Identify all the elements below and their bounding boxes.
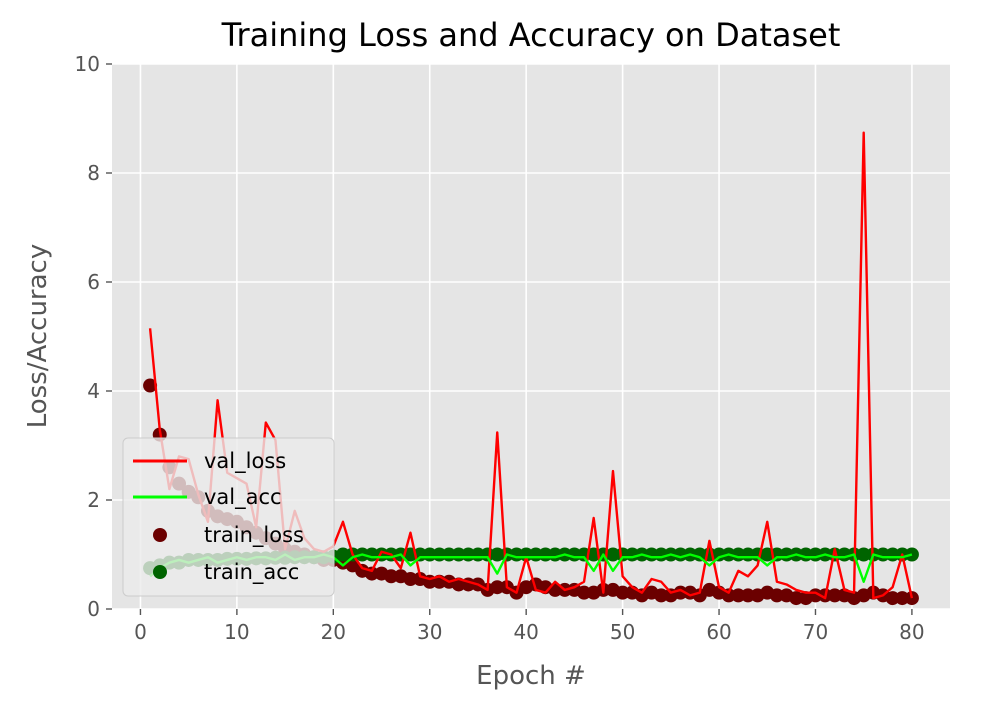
train_loss-point xyxy=(577,585,592,600)
x-tick-label: 20 xyxy=(321,620,346,644)
legend-train-acc-label: train_acc xyxy=(204,560,299,585)
x-tick-label: 10 xyxy=(224,620,249,644)
train_loss-point xyxy=(789,591,804,606)
x-tick-label: 50 xyxy=(610,620,635,644)
train_loss-point xyxy=(895,591,910,606)
legend-train-acc-swatch xyxy=(153,565,167,579)
x-tick-label: 80 xyxy=(899,620,924,644)
x-ticks: 0 10 20 30 40 50 60 70 80 xyxy=(134,609,925,644)
train_loss-point xyxy=(384,569,399,584)
y-tick-label: 6 xyxy=(87,270,100,294)
train_loss-point xyxy=(654,588,669,603)
train_loss-point xyxy=(769,588,784,603)
train_loss-point xyxy=(143,378,158,393)
x-axis-label: Epoch # xyxy=(476,661,586,691)
train_loss-series xyxy=(143,378,919,606)
train_acc-point xyxy=(335,547,350,562)
x-tick-label: 70 xyxy=(803,620,828,644)
train_loss-point xyxy=(673,585,688,600)
legend-train-loss-swatch xyxy=(153,528,167,542)
y-axis-label: Loss/Accuracy xyxy=(23,244,53,429)
train_loss-point xyxy=(403,572,418,587)
train_acc-point xyxy=(490,547,505,562)
train_loss-point xyxy=(615,585,630,600)
train_acc-point xyxy=(692,547,707,562)
legend-val-acc-label: val_acc xyxy=(204,485,282,510)
train_acc-point xyxy=(605,547,620,562)
train_acc-point xyxy=(673,547,688,562)
y-tick-label: 4 xyxy=(87,379,100,403)
y-tick-label: 10 xyxy=(75,52,100,76)
train_loss-point xyxy=(490,580,505,595)
legend-train-loss-label: train_loss xyxy=(204,523,304,548)
train_loss-point xyxy=(731,588,746,603)
x-tick-label: 40 xyxy=(513,620,538,644)
x-tick-label: 30 xyxy=(417,620,442,644)
train_loss-point xyxy=(827,588,842,603)
y-tick-label: 8 xyxy=(87,161,100,185)
x-tick-label: 60 xyxy=(706,620,731,644)
train_acc-point xyxy=(712,547,727,562)
y-tick-label: 0 xyxy=(87,597,100,621)
legend-val-loss-label: val_loss xyxy=(204,449,286,474)
train_acc-point xyxy=(856,547,871,562)
y-ticks: 0 2 4 6 8 10 xyxy=(75,52,112,621)
train_loss-point xyxy=(885,591,900,606)
y-tick-label: 2 xyxy=(87,488,100,512)
legend: val_loss val_acc train_loss train_acc xyxy=(122,437,335,597)
x-tick-label: 0 xyxy=(134,620,147,644)
chart-title: Training Loss and Accuracy on Dataset xyxy=(221,16,841,54)
legend-box xyxy=(122,437,335,597)
train_loss-point xyxy=(740,588,755,603)
grid-lines xyxy=(112,63,950,610)
